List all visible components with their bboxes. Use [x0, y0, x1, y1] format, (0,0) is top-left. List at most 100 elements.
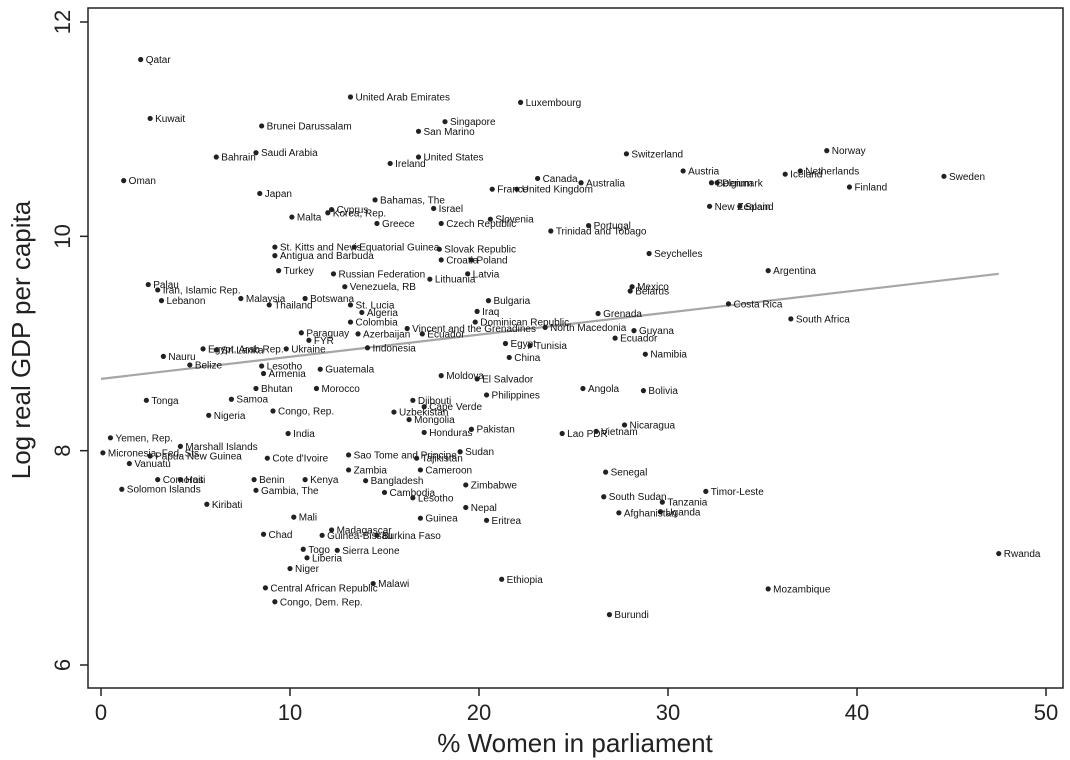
point-label: Netherlands [805, 166, 859, 177]
data-point [846, 184, 853, 190]
data-point [387, 160, 393, 167]
point-label: United Kingdom [522, 185, 593, 196]
data-point [506, 354, 512, 361]
point-label: Tunisia [535, 341, 567, 352]
data-point [317, 366, 323, 372]
point-label: Malaysia [246, 294, 286, 305]
point-label: Sao Tome and Principe [354, 450, 458, 461]
data-point [415, 154, 422, 160]
data-point [438, 373, 444, 379]
point-label: Vincent and the Grenadines [412, 324, 536, 335]
point-label: Ethiopia [507, 575, 544, 586]
data-point [706, 203, 713, 209]
data-point [468, 426, 475, 432]
data-point [417, 467, 424, 473]
point-label: Yemen, Rep. [115, 433, 172, 444]
data-point [629, 284, 635, 290]
data-point [177, 477, 183, 483]
point-label: Lithuania [435, 275, 476, 286]
data-point [342, 284, 348, 290]
data-point [468, 257, 475, 263]
point-label: Mongolia [414, 415, 455, 426]
data-point [487, 216, 493, 222]
point-label: El Salvador [482, 374, 534, 385]
data-point [155, 477, 161, 483]
point-label: Azerbaijan [363, 329, 410, 340]
data-point [601, 494, 607, 500]
point-label: Togo [308, 545, 330, 556]
point-label: Comoros [163, 475, 204, 486]
point-label: Seychelles [654, 249, 702, 260]
point-label: Austria [688, 166, 720, 177]
point-label: New Zealand [715, 202, 774, 213]
data-point [824, 148, 830, 154]
point-label: Benin [259, 475, 285, 486]
data-point [285, 430, 291, 437]
data-point [472, 319, 478, 325]
point-label: Sierra Leone [342, 546, 400, 557]
data-point [306, 337, 312, 343]
data-point [213, 154, 219, 160]
point-label: Russian Federation [338, 269, 425, 280]
point-label: Venezuela, RB [350, 282, 416, 293]
data-point [417, 515, 424, 521]
point-label: Iran, Islamic Rep. [163, 285, 241, 296]
data-point [457, 449, 463, 455]
data-point [155, 287, 161, 293]
data-point [347, 302, 354, 308]
point-label: Madagascar [337, 525, 393, 536]
data-point [276, 268, 282, 274]
data-point [260, 531, 267, 537]
point-label: Israel [439, 204, 463, 215]
data-point [627, 288, 633, 294]
point-label: Senegal [611, 468, 648, 479]
y-tick-label: 6 [50, 659, 75, 671]
point-label: Chad [269, 530, 293, 541]
data-point [765, 586, 771, 592]
point-label: Malta [297, 213, 322, 224]
point-label: Guyana [639, 326, 674, 337]
data-point [427, 276, 433, 282]
point-label: Slovak Republic [444, 245, 516, 256]
point-label: Brunei Darussalam [267, 121, 352, 132]
point-label: Micronesia, Fed. Sts. [108, 448, 202, 459]
x-tick-label: 20 [467, 700, 491, 725]
point-label: St. Lucia [355, 300, 394, 311]
data-point [621, 422, 628, 428]
data-point [264, 455, 270, 461]
point-label: Canada [543, 174, 578, 185]
data-point [580, 385, 586, 392]
point-label: Colombia [355, 318, 398, 329]
data-point [272, 253, 278, 259]
point-label: Thailand [274, 300, 312, 311]
data-point [206, 412, 212, 418]
point-label: Poland [476, 255, 507, 266]
data-point [253, 385, 259, 392]
point-label: Mexico [637, 282, 669, 293]
data-point [363, 478, 369, 484]
data-point [289, 214, 295, 220]
data-point [272, 244, 278, 250]
data-point [659, 499, 665, 505]
point-label: Kenya [310, 475, 339, 486]
data-point [345, 452, 352, 458]
point-label: Honduras [429, 428, 472, 439]
point-label: Guinea [425, 514, 458, 525]
data-point [126, 460, 132, 467]
y-tick-label: 12 [50, 10, 75, 34]
point-label: Marshall Islands [185, 442, 257, 453]
point-label: Cyprus [337, 205, 369, 216]
point-label: Solomon Islands [127, 485, 201, 496]
data-point [328, 527, 335, 533]
data-point [260, 370, 267, 377]
point-label: Bhutan [261, 384, 293, 395]
x-tick-label: 0 [95, 700, 107, 725]
data-point [631, 328, 637, 334]
point-label: Congo, Dem. Rep. [280, 597, 363, 608]
data-point [442, 119, 448, 125]
data-point [238, 295, 244, 302]
y-tick-label: 8 [50, 445, 75, 457]
point-label: Congo, Rep. [278, 407, 334, 418]
point-label: Guatemala [325, 365, 374, 376]
data-point [145, 281, 151, 288]
